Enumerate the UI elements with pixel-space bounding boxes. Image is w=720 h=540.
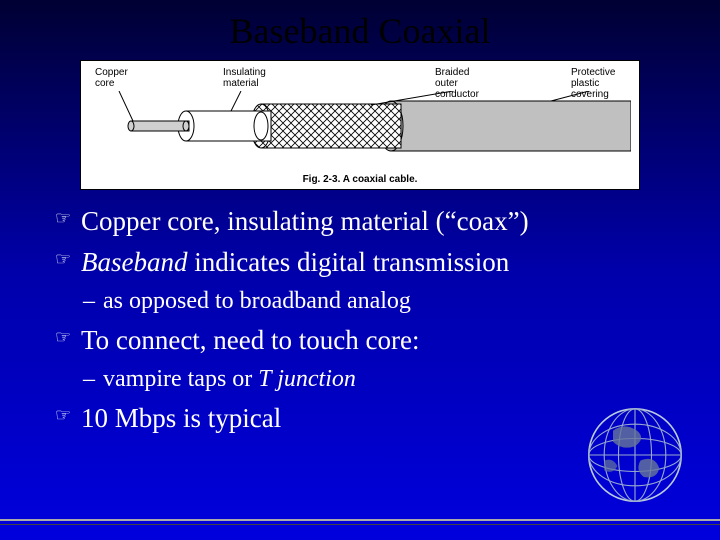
main-bullet: Copper core, insulating material (“coax”… [55, 206, 680, 237]
coax-svg [91, 91, 631, 171]
label-insulating: Insulating material [223, 67, 266, 89]
coax-diagram: Copper core Insulating material Braided … [80, 60, 640, 190]
main-bullet: To connect, need to touch core: [55, 325, 680, 356]
label-copper: Copper core [95, 67, 128, 89]
main-bullet: Baseband indicates digital transmission [55, 247, 680, 278]
sub-bullet: vampire taps or T junction [83, 366, 680, 393]
footer-divider [0, 519, 720, 525]
page-title: Baseband Coaxial [0, 0, 720, 52]
sub-bullet: as opposed to broadband analog [83, 288, 680, 315]
diagram-caption: Fig. 2-3. A coaxial cable. [81, 174, 639, 185]
globe-icon [580, 400, 690, 510]
